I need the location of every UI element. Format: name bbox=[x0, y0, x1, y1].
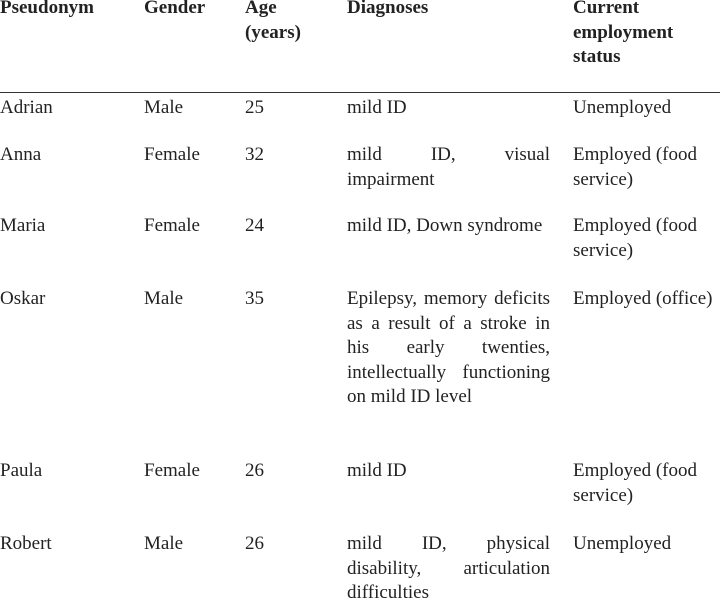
table-cell: Female bbox=[144, 215, 200, 236]
table-cell: Anna bbox=[0, 144, 42, 165]
table-cell: 25 bbox=[245, 97, 264, 118]
table-cell: 26 bbox=[245, 460, 264, 481]
table-cell: Employed (food service) bbox=[573, 460, 698, 506]
table-cell: Unemployed bbox=[573, 533, 672, 554]
table-cell: Epilepsy, memory deficits as a result of… bbox=[347, 288, 550, 407]
table-cell: 35 bbox=[245, 288, 264, 309]
table-cell: mild ID bbox=[347, 460, 407, 481]
header-cell: Age (years) bbox=[245, 0, 301, 43]
table-cell: mild ID, physical disability, articulati… bbox=[347, 533, 550, 603]
table-cell: Employed (food service) bbox=[573, 144, 698, 190]
header-cell: Current employment status bbox=[573, 0, 674, 67]
header-cell: Pseudonym bbox=[0, 0, 94, 18]
table-cell: mild ID, visual impairment bbox=[347, 144, 550, 190]
table-cell: Oskar bbox=[0, 288, 46, 309]
table-cell: Female bbox=[144, 144, 200, 165]
table-cell: Employed (office) bbox=[573, 288, 713, 309]
table-cell: Female bbox=[144, 460, 200, 481]
table-cell: Employed (food service) bbox=[573, 215, 698, 261]
table-cell: 26 bbox=[245, 533, 264, 554]
table-cell: Male bbox=[144, 97, 184, 118]
table-cell: Paula bbox=[0, 460, 43, 481]
table-cell: mild ID, Down syndrome bbox=[347, 215, 543, 236]
header-rule bbox=[0, 92, 720, 93]
table-cell: Male bbox=[144, 533, 184, 554]
table-cell: Robert bbox=[0, 533, 52, 554]
table-cell: Adrian bbox=[0, 97, 53, 118]
table-cell: mild ID bbox=[347, 97, 407, 118]
header-cell: Diagnoses bbox=[347, 0, 429, 18]
table-cell: Maria bbox=[0, 215, 46, 236]
table-cell: Unemployed bbox=[573, 97, 672, 118]
table-cell: 32 bbox=[245, 144, 264, 165]
header-cell: Gender bbox=[144, 0, 206, 18]
table-cell: 24 bbox=[245, 215, 264, 236]
table-cell: Male bbox=[144, 288, 184, 309]
